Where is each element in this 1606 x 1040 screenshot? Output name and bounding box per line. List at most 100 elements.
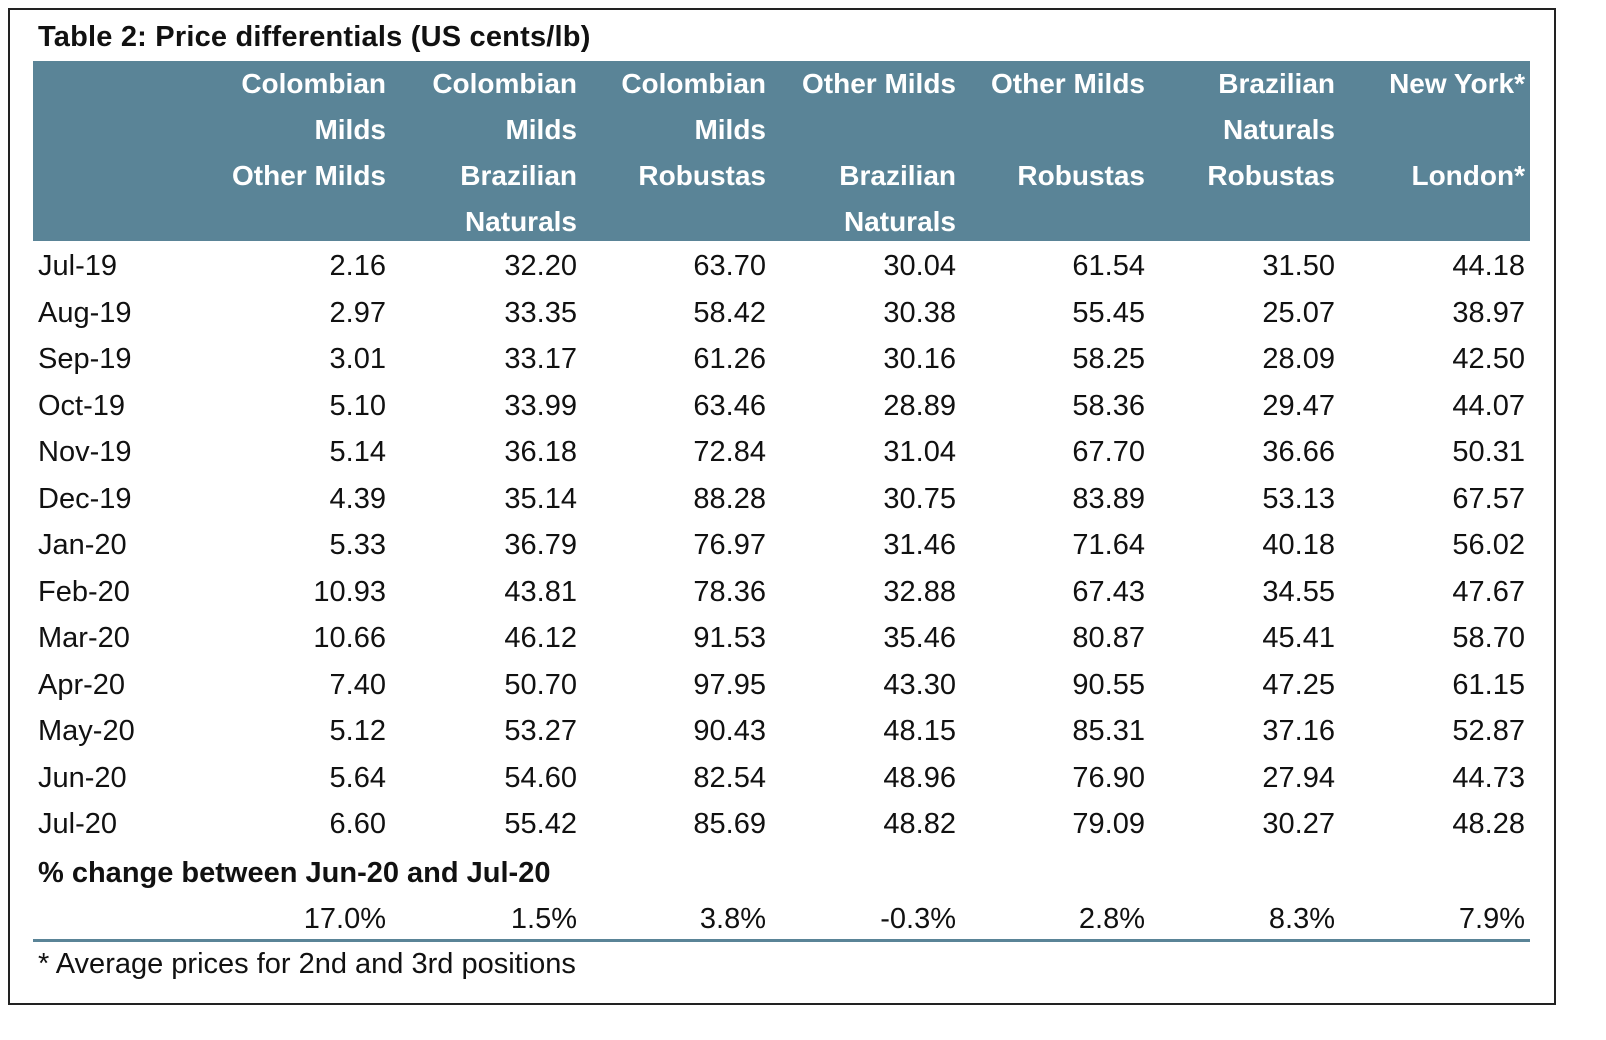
- table-cell: 44.73: [1452, 761, 1525, 794]
- table-cell: 50.70: [504, 668, 577, 701]
- change-cell: 2.8%: [1078, 903, 1145, 935]
- table-cell: 6.60: [329, 808, 386, 840]
- column-header-line: Brazilian: [839, 160, 956, 191]
- row-month: Feb-20: [38, 575, 130, 608]
- table-cell: 3.01: [329, 343, 386, 375]
- change-cell: -0.3%: [880, 903, 956, 935]
- table-cell: 85.69: [693, 808, 766, 840]
- row-month: Jan-20: [38, 529, 127, 561]
- table-cell: 76.90: [1072, 761, 1145, 794]
- table-cell: 82.54: [693, 761, 766, 794]
- table-cell: 31.46: [883, 529, 956, 561]
- table-cell: 28.09: [1262, 343, 1335, 375]
- table-cell: 53.13: [1262, 482, 1335, 515]
- table-cell: 58.25: [1072, 343, 1145, 375]
- table-cell: 90.55: [1072, 668, 1145, 701]
- table-cell: 38.97: [1452, 296, 1525, 329]
- column-header-line: Robustas: [1017, 160, 1145, 191]
- table-cell: 79.09: [1072, 808, 1145, 840]
- column-header-line: Other Milds: [801, 68, 956, 99]
- table-cell: 47.25: [1262, 668, 1335, 701]
- column-header-line: Naturals: [1222, 114, 1335, 145]
- column-header-line: Naturals: [464, 206, 577, 237]
- table-cell: 35.46: [883, 622, 956, 654]
- column-header-line: Milds: [314, 114, 386, 145]
- table-cell: 5.14: [329, 436, 386, 468]
- table-cell: 4.39: [329, 482, 386, 515]
- table-frame: [8, 8, 1556, 1005]
- row-month: Jul-19: [38, 250, 117, 282]
- table-cell: 5.12: [329, 715, 386, 747]
- column-header-line: Milds: [505, 114, 577, 145]
- table-cell: 35.14: [504, 482, 577, 515]
- table-cell: 37.16: [1262, 715, 1335, 747]
- table-cell: 58.42: [693, 296, 766, 329]
- column-header-line: Naturals: [843, 206, 956, 237]
- table-cell: 29.47: [1262, 389, 1335, 422]
- change-cell: 8.3%: [1268, 903, 1335, 935]
- table-cell: 5.10: [329, 389, 386, 422]
- table-cell: 2.97: [329, 296, 386, 329]
- row-month: Oct-19: [38, 389, 126, 422]
- change-label: % change between Jun-20 and Jul-20: [38, 857, 551, 889]
- change-cell: 3.8%: [699, 903, 766, 935]
- table-cell: 7.40: [329, 668, 386, 701]
- table-row: Jun-20 5.64 54.60 82.54 48.96 76.90 27.94 44.73: [33, 755, 1530, 801]
- column-header-line: Robustas: [638, 160, 766, 191]
- table-cell: 50.31: [1452, 436, 1525, 468]
- table-cell: 71.64: [1072, 529, 1145, 561]
- table-cell: 48.82: [883, 808, 956, 840]
- table-cell: 31.50: [1262, 250, 1335, 282]
- table-cell: 5.33: [329, 529, 386, 561]
- table-cell: 67.70: [1072, 436, 1145, 468]
- table-cell: 80.87: [1072, 622, 1145, 654]
- table-cell: 55.45: [1072, 296, 1145, 329]
- table-cell: 32.88: [883, 575, 956, 608]
- table-cell: 36.18: [504, 436, 577, 468]
- row-month: Jul-20: [38, 808, 117, 840]
- row-month: Dec-19: [38, 482, 132, 515]
- table-cell: 45.41: [1262, 622, 1335, 654]
- table-cell: 53.27: [504, 715, 577, 747]
- table-cell: 76.97: [693, 529, 766, 561]
- table-cell: 25.07: [1262, 296, 1335, 329]
- column-header-line: Robustas: [1207, 160, 1335, 191]
- table-cell: 2.16: [329, 250, 386, 282]
- table-cell: 28.89: [883, 389, 956, 422]
- table-cell: 83.89: [1072, 482, 1145, 515]
- table-row: Jan-20 5.33 36.79 76.97 31.46 71.64 40.18 56.02: [33, 522, 1530, 568]
- table-cell: 31.04: [883, 436, 956, 468]
- table-cell: 91.53: [693, 622, 766, 654]
- table-cell: 52.87: [1452, 715, 1525, 747]
- table-cell: 97.95: [693, 668, 766, 701]
- change-cell: 17.0%: [303, 903, 386, 935]
- footnote: * Average prices for 2nd and 3rd positio…: [38, 948, 576, 980]
- table-cell: 78.36: [693, 575, 766, 608]
- table-cell: 30.27: [1262, 808, 1335, 840]
- table-cell: 36.79: [504, 529, 577, 561]
- table-cell: 61.15: [1452, 668, 1525, 701]
- table-cell: 33.17: [504, 343, 577, 375]
- table-cell: 61.54: [1072, 250, 1145, 282]
- row-month: Aug-19: [38, 296, 132, 329]
- row-month: May-20: [38, 715, 135, 747]
- column-header-line: London*: [1411, 160, 1525, 191]
- table-cell: 10.93: [313, 575, 386, 608]
- table-cell: 10.66: [313, 622, 386, 654]
- table-cell: 34.55: [1262, 575, 1335, 608]
- table-row: Oct-19 5.10 33.99 63.46 28.89 58.36 29.47 44.07: [33, 383, 1530, 429]
- table-cell: 58.36: [1072, 389, 1145, 422]
- column-header-line: Milds: [694, 114, 766, 145]
- row-month: Sep-19: [38, 343, 132, 375]
- column-header-line: Colombian: [432, 68, 577, 99]
- row-month: Mar-20: [38, 622, 130, 654]
- table-title: Table 2: Price differentials (US cents/l…: [38, 21, 591, 53]
- table-cell: 48.96: [883, 761, 956, 794]
- table-cell: 54.60: [504, 761, 577, 794]
- table-cell: 58.70: [1452, 622, 1525, 654]
- bottom-rule: [33, 939, 1530, 942]
- table-cell: 32.20: [504, 250, 577, 282]
- table-cell: 63.70: [693, 250, 766, 282]
- row-month: Jun-20: [38, 761, 127, 794]
- table-cell: 43.81: [504, 575, 577, 608]
